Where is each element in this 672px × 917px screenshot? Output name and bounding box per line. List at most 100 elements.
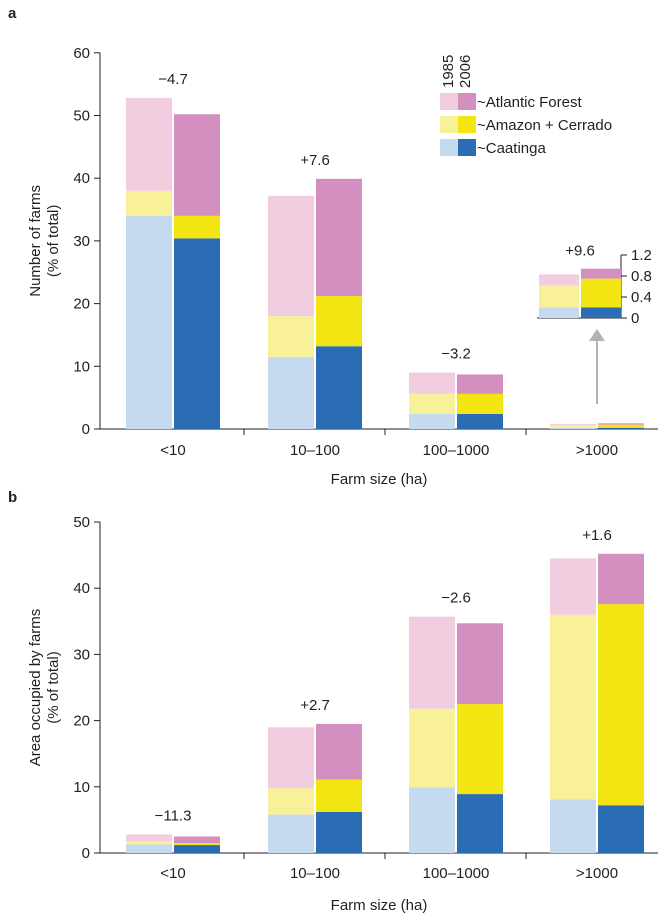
bar-caatinga-2006 [316, 811, 362, 853]
bar-atlantic-1985 [126, 97, 172, 191]
legend-year-label: 1985 [440, 55, 457, 88]
x-axis-title: Farm size (ha) [331, 471, 428, 488]
y-tick-label: 40 [73, 580, 90, 597]
bar-amazon-2006 [316, 779, 362, 812]
bar-atlantic-2006 [174, 836, 220, 844]
change-annotation: +7.6 [300, 152, 330, 169]
bar-atlantic-2006 [598, 553, 644, 605]
bar-caatinga-2006 [174, 845, 220, 853]
bar-caatinga-1985 [268, 814, 314, 853]
bar-amazon-2006 [598, 424, 644, 428]
x-tick-label: 10–100 [290, 442, 340, 459]
y-tick-label: 50 [73, 108, 90, 125]
y-tick-label: 20 [73, 713, 90, 730]
y-tick-label: 10 [73, 779, 90, 796]
bar-caatinga-1985 [126, 215, 172, 429]
legend-swatch-amazon-1985 [440, 116, 458, 133]
bar-caatinga-1985 [126, 844, 172, 853]
y-tick-label: 30 [73, 233, 90, 250]
bar-atlantic-1985 [550, 558, 596, 615]
y-tick-label: 40 [73, 170, 90, 187]
bar-atlantic-1985 [409, 616, 455, 709]
bar-atlantic-2006 [598, 423, 644, 425]
bar-caatinga-1985 [550, 799, 596, 853]
change-annotation: +9.6 [565, 243, 595, 260]
bar-amazon-2006 [316, 296, 362, 347]
y-tick-label: 0 [82, 845, 90, 862]
y-tick-label: 20 [73, 296, 90, 313]
x-tick-label: 10–100 [290, 865, 340, 882]
inset-bar-atlantic-2006 [581, 268, 621, 279]
legend-label-caatinga: ~Caatinga [477, 140, 546, 157]
change-annotation: −2.6 [441, 590, 471, 607]
bar-caatinga-2006 [457, 794, 503, 853]
legend-label-atlantic: ~Atlantic Forest [477, 94, 582, 111]
legend-swatch-caatinga-1985 [440, 139, 458, 156]
bar-amazon-2006 [598, 604, 644, 806]
change-annotation: −4.7 [158, 71, 188, 88]
bar-amazon-1985 [409, 393, 455, 414]
bar-amazon-2006 [457, 393, 503, 414]
x-tick-label: >1000 [576, 865, 618, 882]
y-axis-title-line: Number of farms [27, 185, 44, 297]
bar-atlantic-2006 [457, 374, 503, 394]
bar-atlantic-2006 [457, 623, 503, 705]
y-axis-title-line: (% of total) [45, 205, 62, 278]
bar-amazon-2006 [457, 704, 503, 795]
legend-label-amazon: ~Amazon + Cerrado [477, 117, 612, 134]
bar-atlantic-1985 [409, 372, 455, 394]
legend-swatch-amazon-2006 [458, 116, 476, 133]
bar-amazon-1985 [550, 425, 596, 428]
legend-year-label: 2006 [457, 55, 474, 88]
bar-caatinga-1985 [409, 413, 455, 429]
bar-caatinga-2006 [174, 238, 220, 429]
bar-amazon-1985 [126, 190, 172, 216]
bar-atlantic-1985 [268, 727, 314, 789]
bar-amazon-1985 [550, 614, 596, 800]
inset-bar-amazon-2006 [581, 278, 621, 308]
change-annotation: −3.2 [441, 346, 471, 363]
y-tick-label: 50 [73, 514, 90, 531]
legend-swatch-atlantic-1985 [440, 93, 458, 110]
bar-amazon-1985 [268, 788, 314, 815]
bar-caatinga-1985 [268, 356, 314, 429]
y-tick-label: 0 [82, 421, 90, 438]
x-tick-label: 100–1000 [423, 442, 490, 459]
bar-atlantic-2006 [174, 114, 220, 216]
change-annotation: −11.3 [155, 807, 192, 824]
inset-y-tick-label: 1.2 [631, 247, 652, 264]
y-tick-label: 30 [73, 646, 90, 663]
y-tick-label: 60 [73, 45, 90, 62]
y-axis-title: Area occupied by farms(% of total) [27, 609, 62, 767]
panel-b-label: b [8, 489, 17, 506]
x-tick-label: 100–1000 [423, 865, 490, 882]
bar-atlantic-2006 [316, 178, 362, 297]
bar-caatinga-2006 [457, 413, 503, 429]
bar-amazon-2006 [174, 843, 220, 846]
inset-bar-amazon-1985 [539, 285, 579, 308]
bar-atlantic-2006 [316, 723, 362, 780]
bar-amazon-2006 [174, 215, 220, 239]
bar-caatinga-2006 [598, 427, 644, 429]
x-tick-label: <10 [160, 442, 185, 459]
y-axis-title-line: (% of total) [45, 651, 62, 724]
panel-a-label: a [8, 5, 17, 22]
x-axis-title: Farm size (ha) [331, 897, 428, 914]
inset-bar-atlantic-1985 [539, 274, 579, 286]
bar-atlantic-1985 [268, 195, 314, 317]
bar-amazon-1985 [268, 316, 314, 357]
inset-bar-caatinga-1985 [539, 307, 579, 318]
inset-y-tick-label: 0.4 [631, 289, 652, 306]
legend-swatch-caatinga-2006 [458, 139, 476, 156]
x-tick-label: <10 [160, 865, 185, 882]
change-annotation: +1.6 [582, 527, 612, 544]
bar-amazon-1985 [409, 708, 455, 788]
bar-amazon-1985 [126, 841, 172, 845]
y-axis-title-line: Area occupied by farms [27, 609, 44, 767]
x-tick-label: >1000 [576, 442, 618, 459]
legend-swatch-atlantic-2006 [458, 93, 476, 110]
y-axis-title: Number of farms(% of total) [27, 185, 62, 297]
bar-caatinga-1985 [409, 787, 455, 853]
bar-caatinga-1985 [550, 427, 596, 429]
